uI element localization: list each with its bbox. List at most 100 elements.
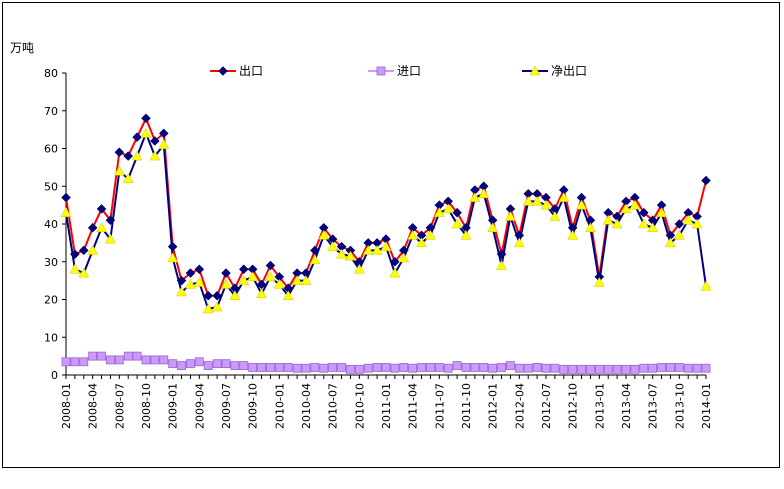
x-tick-label: 2009-01 [167, 383, 180, 429]
data-point-series-3 [113, 165, 125, 176]
data-point-series-2 [532, 363, 542, 372]
data-point-series-1 [265, 260, 276, 271]
data-point-series-2 [114, 355, 124, 365]
x-tick-label: 2011-07 [433, 383, 446, 429]
data-point-series-2 [683, 363, 693, 373]
data-point-series-3 [585, 222, 596, 233]
data-point-series-2 [648, 363, 658, 373]
data-point-series-2 [639, 363, 649, 373]
data-point-series-2 [523, 363, 533, 373]
data-point-series-3 [300, 275, 312, 285]
x-tick-label: 2008-07 [113, 383, 126, 429]
data-point-series-3 [549, 210, 561, 221]
data-point-series-1 [150, 136, 160, 146]
data-point-series-3 [602, 214, 614, 225]
x-tick-label: 2008-04 [87, 383, 100, 429]
data-point-series-1 [701, 175, 711, 186]
data-point-series-1 [87, 222, 98, 233]
data-point-series-2 [443, 363, 453, 373]
y-tick-label: 50 [44, 180, 58, 193]
x-tick-label: 2012-04 [513, 383, 526, 429]
data-point-series-2 [612, 364, 622, 374]
data-point-series-1 [70, 249, 80, 260]
data-point-series-3 [362, 244, 374, 255]
legend-marker [529, 65, 541, 76]
data-point-series-1 [194, 264, 205, 275]
data-point-series-2 [363, 363, 373, 373]
legend-label: 进口 [397, 64, 421, 78]
x-tick-label: 2009-07 [220, 383, 233, 429]
data-point-series-1 [185, 268, 196, 278]
x-tick-label: 2010-04 [300, 383, 313, 429]
data-point-series-3 [416, 237, 427, 248]
y-tick-label: 60 [44, 143, 58, 156]
data-point-series-2 [212, 359, 222, 369]
data-point-series-2 [346, 364, 355, 374]
data-point-series-2 [319, 363, 329, 373]
data-point-series-2 [594, 364, 604, 374]
legend-label: 出口 [239, 64, 263, 78]
data-point-series-3 [567, 229, 579, 240]
y-tick-label: 0 [51, 369, 58, 382]
data-point-series-3 [691, 218, 703, 229]
data-point-series-3 [265, 271, 276, 282]
data-point-series-1 [114, 147, 125, 158]
data-point-series-3 [78, 267, 90, 278]
legend-marker [376, 66, 386, 76]
x-tick-label: 2011-10 [460, 383, 473, 429]
data-point-series-2 [461, 363, 471, 372]
data-point-series-3 [487, 222, 499, 233]
data-point-series-2 [283, 363, 293, 372]
data-point-series-3 [629, 199, 641, 210]
x-tick-label: 2010-01 [273, 383, 286, 429]
data-point-series-2 [434, 363, 444, 372]
data-point-series-2 [301, 363, 311, 373]
data-point-series-3 [593, 276, 605, 287]
data-point-series-2 [132, 351, 142, 361]
data-point-series-3 [398, 252, 410, 263]
data-point-series-3 [478, 188, 490, 199]
data-point-series-3 [318, 229, 330, 240]
data-point-series-2 [106, 355, 115, 365]
data-point-series-2 [310, 363, 320, 372]
data-point-series-2 [657, 363, 666, 372]
data-point-series-3 [256, 288, 267, 299]
data-point-series-3 [87, 244, 99, 255]
data-point-series-3 [531, 195, 543, 206]
data-point-series-2 [328, 363, 338, 372]
data-point-series-1 [496, 249, 507, 260]
data-point-series-2 [408, 363, 418, 373]
data-point-series-2 [194, 357, 204, 367]
data-point-series-3 [105, 233, 116, 244]
data-point-series-3 [238, 275, 250, 285]
data-point-series-3 [291, 275, 303, 285]
data-point-series-2 [568, 364, 578, 374]
x-tick-label: 2008-10 [140, 383, 153, 429]
data-point-series-3 [211, 301, 223, 312]
data-point-series-2 [417, 363, 426, 372]
x-tick-label: 2013-07 [647, 383, 660, 429]
data-point-series-2 [514, 363, 524, 373]
data-point-series-3 [309, 254, 321, 265]
data-point-series-3 [149, 150, 161, 161]
legend-label: 净出口 [551, 64, 587, 78]
data-point-series-2 [630, 364, 640, 374]
data-point-series-2 [141, 355, 151, 365]
legend: 出口 进口 净出口 [210, 64, 587, 78]
data-point-series-3 [540, 199, 552, 210]
data-point-series-3 [425, 229, 436, 240]
data-point-series-2 [97, 351, 106, 361]
data-point-series-1 [78, 245, 89, 256]
data-point-series-2 [603, 364, 613, 374]
data-point-series-1 [132, 132, 142, 143]
data-point-series-3 [469, 192, 481, 202]
data-point-series-2 [88, 351, 98, 361]
data-point-series-2 [266, 363, 275, 372]
data-point-series-3 [460, 229, 472, 240]
data-point-series-2 [79, 357, 89, 367]
data-point-series-3 [513, 237, 525, 248]
data-point-series-3 [371, 244, 383, 255]
data-point-series-3 [442, 203, 454, 214]
data-point-series-3 [620, 203, 632, 214]
data-point-series-3 [69, 263, 81, 274]
